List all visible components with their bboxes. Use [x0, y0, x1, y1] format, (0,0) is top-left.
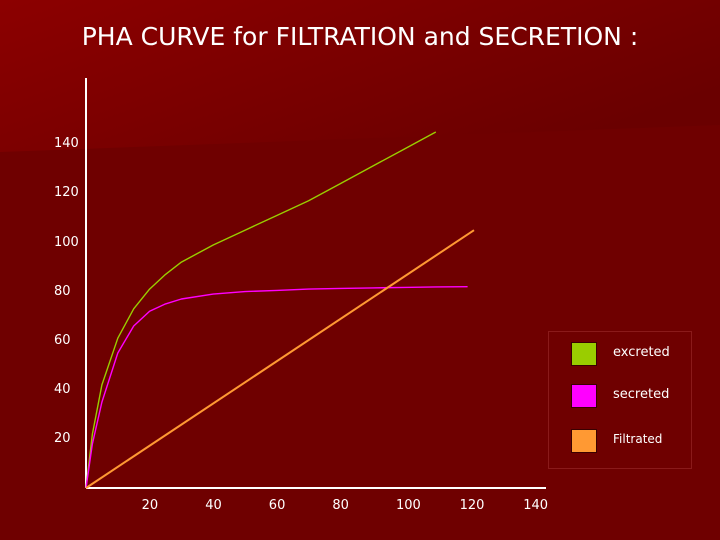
series-line-secreted — [85, 286, 468, 489]
legend-item-secreted: secreted — [549, 384, 691, 408]
legend-swatch-filtrated — [571, 429, 597, 453]
legend-label-secreted: secreted — [613, 387, 670, 402]
legend: excreted secreted Filtrated — [548, 331, 692, 469]
legend-label-filtrated: Filtrated — [613, 432, 663, 446]
x-tick-label: 120 — [459, 498, 485, 513]
y-tick-label: 20 — [54, 430, 71, 446]
x-tick-label: 20 — [141, 498, 159, 513]
x-tick-label: 40 — [205, 498, 222, 513]
legend-label-excreted: excreted — [613, 345, 670, 360]
y-tick-label: 140 — [54, 136, 79, 152]
legend-swatch-secreted — [571, 384, 597, 408]
y-tick-label: 100 — [54, 234, 79, 250]
x-tick-label: 80 — [332, 498, 349, 513]
x-tick-label: 100 — [396, 498, 421, 513]
series-line-filtrated — [85, 229, 475, 489]
series-line-excreted — [85, 131, 437, 489]
series-layer — [85, 131, 475, 489]
y-tick-label: 120 — [54, 185, 79, 201]
x-tick-label: 60 — [268, 498, 286, 513]
legend-item-filtrated: Filtrated — [549, 429, 691, 453]
y-tick-label: 80 — [54, 283, 71, 299]
legend-swatch-excreted — [571, 342, 597, 366]
legend-item-excreted: excreted — [549, 342, 691, 366]
x-tick-label: 140 — [523, 498, 549, 513]
y-tick-label: 40 — [54, 381, 71, 397]
chart-title: PHA CURVE for FILTRATION and SECRETION : — [81, 22, 639, 51]
y-tick-label: 60 — [54, 332, 71, 348]
background-highlight — [0, 0, 720, 152]
